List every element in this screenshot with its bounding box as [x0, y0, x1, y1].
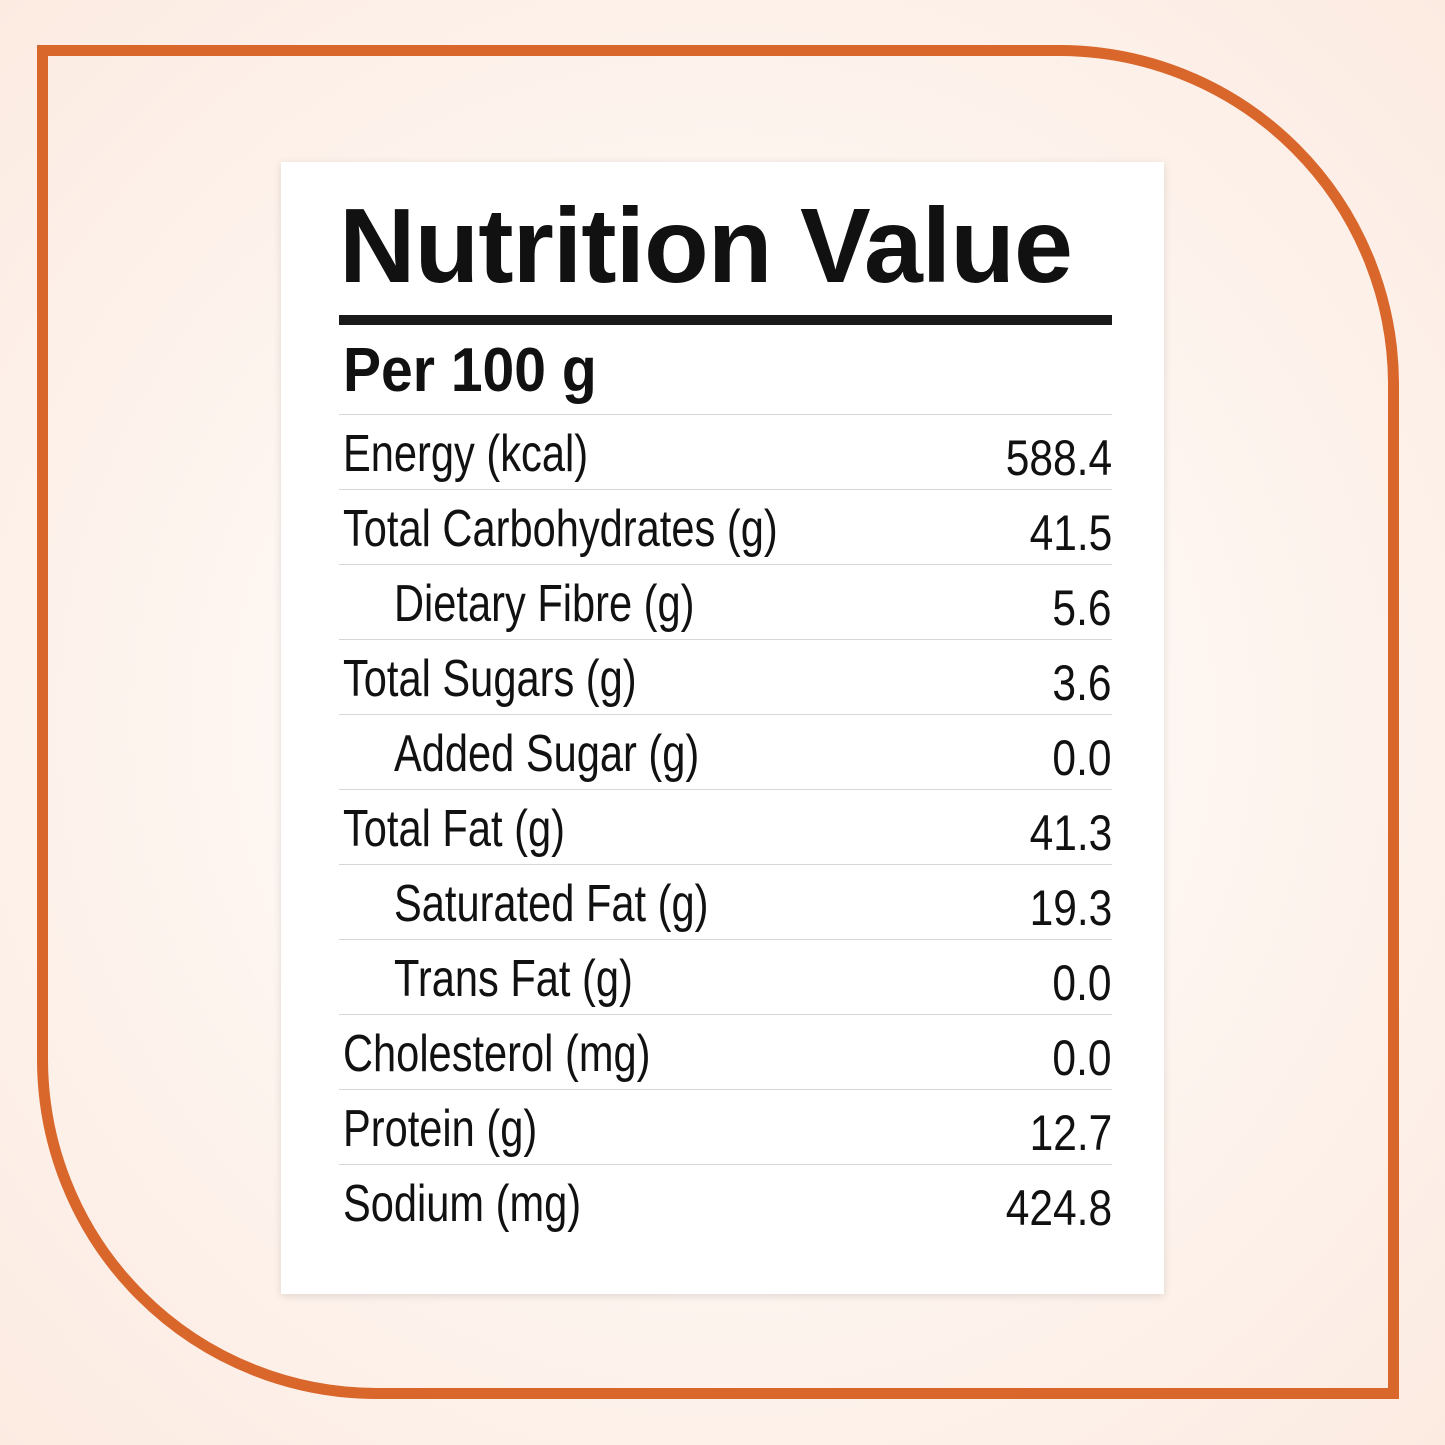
nutrient-value: 3.6	[1052, 655, 1112, 711]
nutrient-value: 12.7	[1029, 1105, 1112, 1161]
title-divider	[339, 315, 1112, 325]
nutrient-row-added-sugar: Added Sugar (g) 0.0	[339, 714, 1112, 789]
nutrient-value: 0.0	[1052, 1030, 1112, 1086]
nutrient-row-dietary-fibre: Dietary Fibre (g) 5.6	[339, 564, 1112, 639]
decorative-frame	[37, 45, 1399, 1399]
nutrient-row-saturated-fat: Saturated Fat (g) 19.3	[339, 864, 1112, 939]
nutrient-label: Sodium (mg)	[343, 1175, 582, 1233]
nutrient-label: Saturated Fat (g)	[394, 875, 709, 933]
nutrient-label: Cholesterol (mg)	[343, 1025, 651, 1083]
label-title: Nutrition Value	[339, 187, 1073, 305]
nutrient-value: 19.3	[1029, 880, 1112, 936]
nutrient-row-total-fat: Total Fat (g) 41.3	[339, 789, 1112, 864]
nutrient-value: 5.6	[1052, 580, 1112, 636]
nutrient-label: Protein (g)	[343, 1100, 538, 1158]
nutrient-row-cholesterol: Cholesterol (mg) 0.0	[339, 1014, 1112, 1089]
nutrient-label: Total Fat (g)	[343, 800, 565, 858]
nutrient-value: 41.5	[1029, 505, 1112, 561]
nutrient-label: Total Sugars (g)	[343, 650, 637, 708]
nutrient-table: Energy (kcal) 588.4 Total Carbohydrates …	[339, 414, 1112, 1239]
serving-size: Per 100 g	[343, 336, 597, 405]
nutrient-value: 0.0	[1052, 955, 1112, 1011]
nutrient-label: Dietary Fibre (g)	[394, 575, 695, 633]
nutrient-row-trans-fat: Trans Fat (g) 0.0	[339, 939, 1112, 1014]
nutrient-row-total-carbohydrates: Total Carbohydrates (g) 41.5	[339, 489, 1112, 564]
nutrient-label: Added Sugar (g)	[394, 725, 700, 783]
nutrient-row-total-sugars: Total Sugars (g) 3.6	[339, 639, 1112, 714]
nutrient-row-energy: Energy (kcal) 588.4	[339, 414, 1112, 489]
nutrient-value: 588.4	[1005, 430, 1112, 486]
nutrient-row-sodium: Sodium (mg) 424.8	[339, 1164, 1112, 1239]
nutrient-value: 41.3	[1029, 805, 1112, 861]
nutrition-label-card: Nutrition Value Per 100 g Energy (kcal) …	[281, 162, 1164, 1294]
nutrient-value: 424.8	[1005, 1180, 1112, 1236]
nutrient-row-protein: Protein (g) 12.7	[339, 1089, 1112, 1164]
nutrient-label: Trans Fat (g)	[394, 950, 633, 1008]
nutrient-label: Total Carbohydrates (g)	[343, 500, 778, 558]
nutrient-value: 0.0	[1052, 730, 1112, 786]
nutrient-label: Energy (kcal)	[343, 425, 589, 483]
